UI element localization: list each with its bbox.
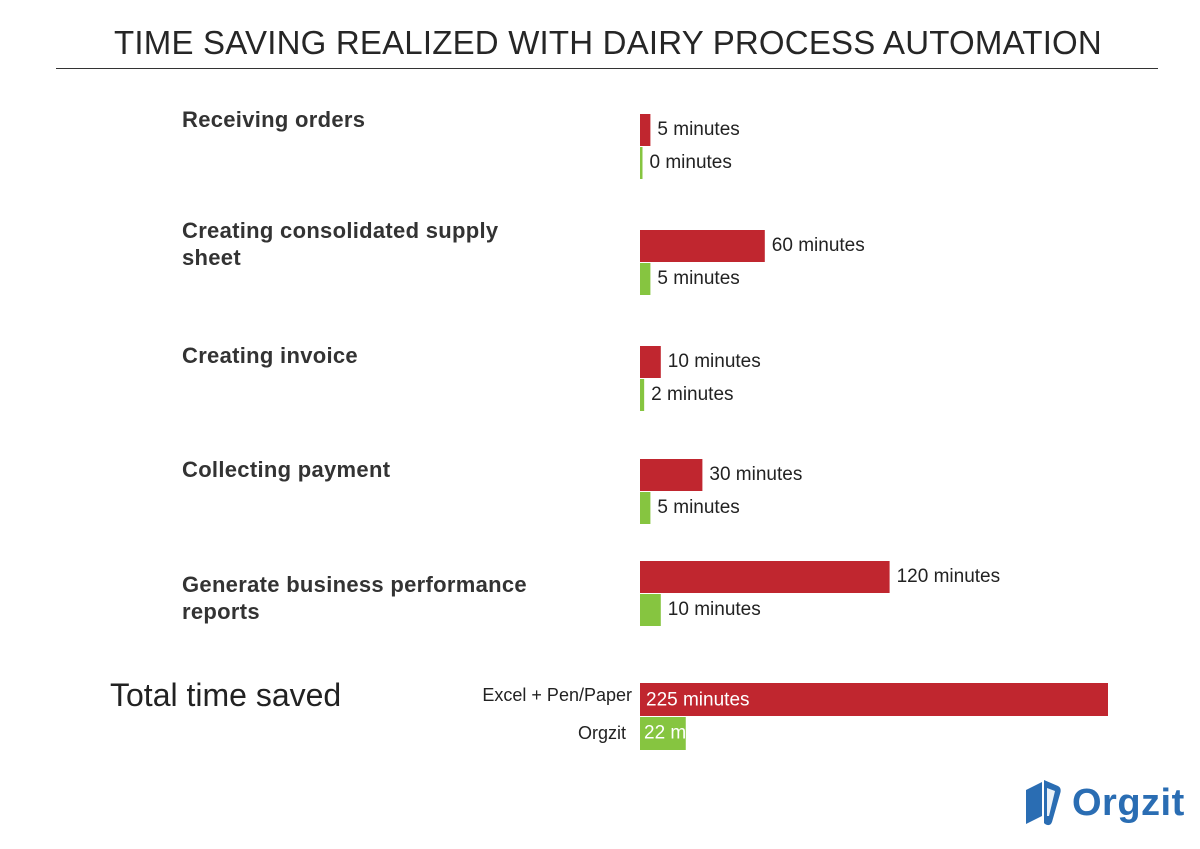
orgzit-logo-icon [1026, 780, 1061, 826]
category-label-4: Generate business performance reports [182, 572, 527, 624]
total-series-label-b: Orgzit [577, 723, 626, 743]
bar-b-3 [640, 492, 651, 524]
data-label-b-2: 2 minutes [651, 384, 733, 405]
orgzit-logo: Orgzit [1022, 778, 1185, 828]
chart-title: TIME SAVING REALIZED WITH DAIRY PROCESS … [114, 24, 1102, 61]
category-label-1: Creating consolidated supply sheet [182, 218, 499, 270]
data-label-b-3: 5 minutes [657, 497, 739, 518]
total-data-label-b: 22 minutes [644, 723, 737, 744]
category-label-0: Receiving orders [182, 107, 366, 132]
bar-a-3 [640, 459, 703, 491]
data-label-a-2: 10 minutes [668, 351, 761, 372]
total-bar-a [640, 683, 1108, 716]
data-label-a-4: 120 minutes [897, 566, 1001, 587]
bar-a-1 [640, 230, 765, 262]
bar-a-0 [640, 114, 651, 146]
bar-b-1 [640, 263, 651, 295]
bar-a-2 [640, 346, 661, 378]
data-label-b-0: 0 minutes [650, 152, 732, 173]
bar-a-4 [640, 561, 890, 593]
category-label-2: Creating invoice [182, 343, 358, 368]
total-bar-b [640, 717, 686, 750]
data-label-a-1: 60 minutes [772, 235, 865, 256]
orgzit-logo-text: Orgzit [1072, 781, 1185, 824]
total-series-label-a: Excel + Pen/Paper [482, 685, 632, 705]
title-divider [56, 68, 1158, 69]
bar-b-4 [640, 594, 661, 626]
bar-b-0 [640, 147, 643, 179]
data-label-b-1: 5 minutes [657, 268, 739, 289]
total-data-label-a: 225 minutes [646, 690, 750, 711]
category-label-3: Collecting payment [182, 457, 391, 482]
data-label-a-0: 5 minutes [657, 119, 739, 140]
data-label-a-3: 30 minutes [709, 464, 802, 485]
bar-b-2 [640, 379, 645, 411]
total-label: Total time saved [110, 677, 342, 713]
data-label-b-4: 10 minutes [668, 599, 761, 620]
